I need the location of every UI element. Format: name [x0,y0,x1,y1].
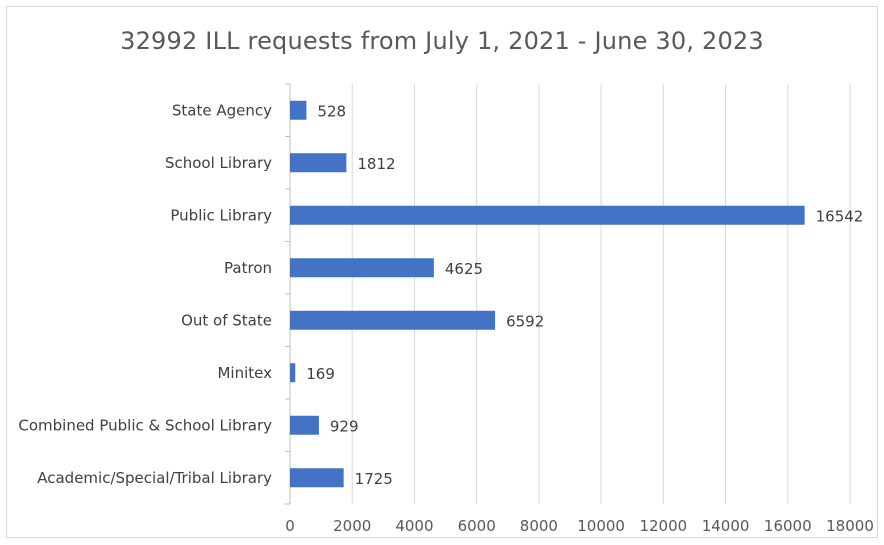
bars [290,100,805,488]
category-label: Out of State [181,311,272,329]
category-label: Minitex [217,364,272,382]
y-axis [285,83,291,505]
x-tick-label: 16000 [764,517,812,535]
data-label: 6592 [506,312,544,330]
x-tick-label: 2000 [333,517,371,535]
bar [290,205,805,225]
bar [290,153,347,173]
bar [290,310,496,330]
bar [290,363,296,383]
x-tick-label: 10000 [577,517,625,535]
gridlines [351,84,851,504]
data-label: 1725 [355,470,393,488]
bar [290,258,434,278]
bar [290,100,307,120]
category-label: Patron [224,259,272,277]
data-label: 528 [317,102,346,120]
category-label: Public Library [170,206,272,224]
data-label: 169 [306,365,335,383]
category-label: Academic/Special/Tribal Library [37,469,272,487]
x-tick-label: 0 [285,517,295,535]
category-label: Combined Public & School Library [18,416,272,434]
data-label: 929 [330,417,359,435]
data-label: 4625 [445,260,483,278]
x-tick-label: 14000 [702,517,750,535]
x-tick-label: 6000 [458,517,496,535]
data-label: 1812 [357,155,395,173]
data-label: 16542 [816,207,864,225]
x-tick-label: 4000 [395,517,433,535]
category-label: School Library [165,154,272,172]
bar [290,468,344,488]
labels: 0 2000 4000 6000 8000 10000 12000 14000 16000 180… [18,101,873,535]
chart-title: 32992 ILL requests from July 1, 2021 - J… [120,27,764,55]
x-tick-label: 8000 [520,517,558,535]
x-tick-label: 18000 [826,517,874,535]
x-tick-label: 12000 [639,517,687,535]
bar [290,415,319,435]
category-label: State Agency [172,101,272,119]
chart-frame [6,6,878,538]
